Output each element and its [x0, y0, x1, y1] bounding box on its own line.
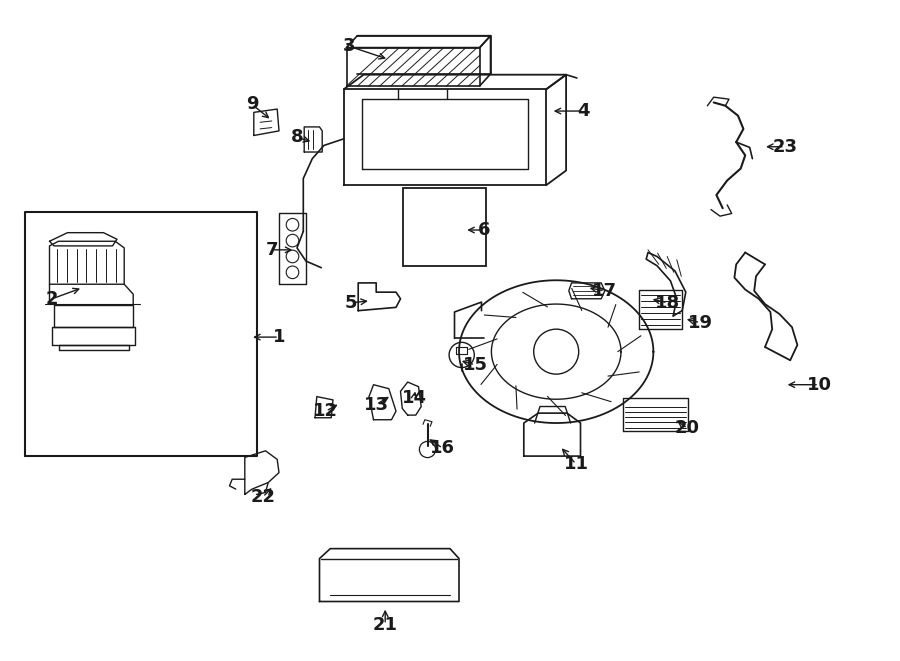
Text: 1: 1 — [273, 328, 285, 346]
Text: 7: 7 — [266, 241, 278, 259]
Bar — [403, 188, 486, 266]
Text: 16: 16 — [430, 439, 455, 457]
Text: 3: 3 — [343, 37, 356, 56]
Text: 22: 22 — [250, 488, 275, 506]
Text: 5: 5 — [345, 293, 357, 312]
Text: 19: 19 — [688, 313, 713, 332]
Text: 21: 21 — [373, 615, 398, 634]
Text: 6: 6 — [478, 221, 491, 239]
Text: 12: 12 — [313, 402, 338, 420]
Text: 17: 17 — [592, 282, 617, 300]
Text: 2: 2 — [46, 290, 58, 308]
Text: 20: 20 — [675, 419, 700, 438]
Text: 14: 14 — [401, 389, 427, 407]
Text: 23: 23 — [772, 137, 797, 156]
Text: 13: 13 — [364, 395, 389, 414]
Text: 11: 11 — [563, 455, 589, 473]
Text: 9: 9 — [246, 95, 258, 114]
Text: 10: 10 — [806, 375, 832, 394]
Text: 15: 15 — [463, 356, 488, 374]
Text: 8: 8 — [291, 128, 303, 147]
Text: 4: 4 — [577, 102, 590, 120]
Text: 18: 18 — [655, 293, 680, 312]
